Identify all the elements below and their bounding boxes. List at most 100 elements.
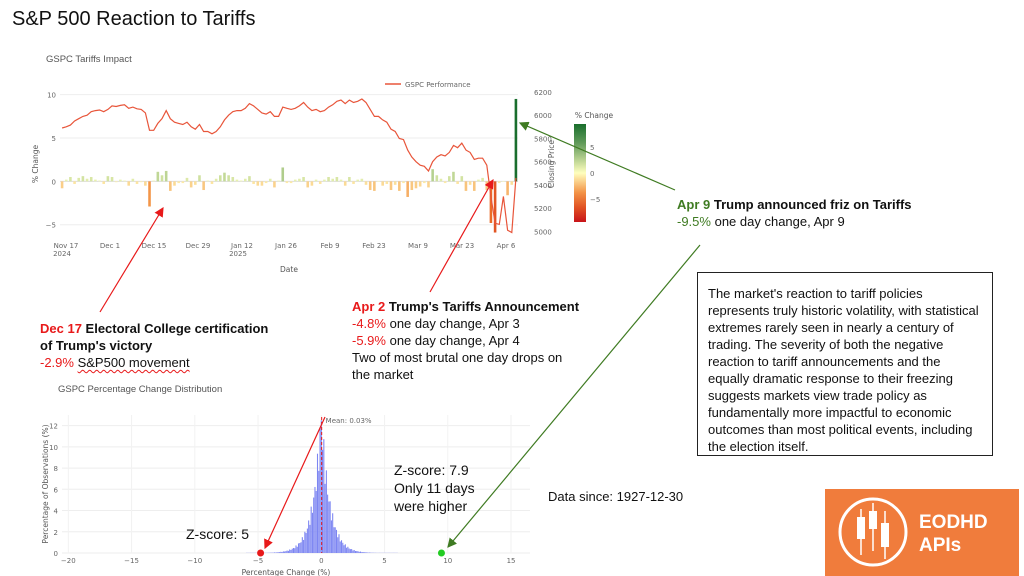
- dist-x-tick: 15: [507, 557, 516, 565]
- dist-bar: [357, 551, 359, 553]
- dist-x-tick: 5: [382, 557, 386, 565]
- dist-x-tick: −10: [187, 557, 202, 565]
- impact-bar: [485, 181, 489, 191]
- dist-bar: [340, 540, 343, 553]
- impact-bar: [418, 181, 422, 187]
- eodhd-logo: EODHD APIs: [825, 489, 1019, 576]
- dist-y-tick: 4: [54, 508, 59, 516]
- impact-bar: [277, 180, 280, 182]
- dist-bar: [286, 550, 288, 553]
- dist-bar: [365, 552, 367, 553]
- dist-bar: [296, 546, 298, 553]
- dist-bar: [294, 548, 296, 553]
- dist-bar: [311, 512, 313, 553]
- impact-bar: [219, 175, 222, 182]
- dist-y-tick: 6: [54, 486, 59, 494]
- impact-bar: [206, 180, 210, 182]
- impact-bar: [298, 178, 301, 182]
- dist-bar: [273, 552, 276, 553]
- dist-bar: [284, 551, 286, 553]
- dist-bar: [363, 552, 365, 553]
- impact-bar: [389, 181, 393, 191]
- impact-bar: [310, 181, 314, 186]
- impact-bar: [185, 177, 189, 182]
- impact-bar: [414, 181, 418, 189]
- impact-bar: [102, 181, 106, 184]
- dist-y-axis-title: Percentage of Observations (%): [41, 424, 50, 543]
- impact-bar: [443, 181, 447, 184]
- dist-y-tick: 10: [49, 444, 58, 452]
- impact-x-tick-year: 2025: [229, 250, 247, 258]
- dist-bar: [306, 528, 308, 553]
- apr2-note-2: the market: [352, 367, 414, 382]
- impact-x-tick-year: 2024: [53, 250, 71, 258]
- apr2-title: Trump's Tariffs Announcement: [388, 299, 580, 314]
- impact-bar: [127, 181, 130, 186]
- impact-bar: [227, 175, 230, 182]
- impact-bar: [131, 178, 135, 182]
- impact-x-tick: Nov 17: [54, 242, 79, 250]
- impact-bar: [356, 179, 359, 182]
- impact-bar: [406, 181, 409, 197]
- dist-bar: [349, 549, 351, 553]
- apr2-note-1: Two of most brutal one day drops on: [352, 350, 563, 365]
- impact-bar: [60, 181, 64, 189]
- impact-bar: [402, 181, 405, 184]
- impact-x-tick: Feb 23: [362, 242, 386, 250]
- legend-label: GSPC Performance: [405, 81, 471, 89]
- impact-chart-title: GSPC Tariffs Impact: [46, 54, 132, 65]
- impact-bar: [302, 177, 305, 182]
- logo-emblem-icon: [838, 497, 908, 567]
- impact-bar: [410, 181, 414, 191]
- impact-bar: [427, 181, 430, 188]
- impact-bar: [214, 178, 218, 182]
- impact-bar: [264, 181, 268, 184]
- dist-bar: [281, 552, 283, 553]
- impact-bar: [502, 181, 505, 182]
- dist-bar: [329, 501, 331, 553]
- impact-bar: [306, 181, 310, 188]
- impact-bar: [110, 177, 114, 182]
- dist-bar: [295, 545, 297, 553]
- dist-bar: [354, 551, 356, 553]
- dist-bar: [277, 552, 279, 553]
- dist-x-tick: 0: [319, 557, 323, 565]
- impact-bar: [256, 181, 260, 186]
- colorbar-tick: −5: [590, 196, 600, 204]
- colorbar: [574, 124, 586, 222]
- dist-bar: [334, 527, 336, 553]
- dist-bar: [352, 550, 354, 553]
- dist-bar: [346, 547, 348, 553]
- impact-bar: [335, 177, 339, 182]
- impact-bar: [64, 179, 68, 182]
- dist-bar: [324, 483, 326, 553]
- impact-x-tick: Apr 6: [497, 242, 516, 250]
- dist-bar: [289, 549, 291, 553]
- impact-y2-tick: 6200: [534, 89, 552, 97]
- impact-bar: [73, 181, 76, 184]
- impact-bar: [77, 177, 81, 182]
- impact-bar: [194, 181, 197, 185]
- impact-bar: [456, 181, 459, 184]
- apr2-t2: one day change, Apr 4: [389, 333, 520, 348]
- apr9-value: -9.5%: [677, 214, 711, 229]
- impact-bar: [497, 181, 501, 184]
- dist-bar: [282, 551, 284, 553]
- dist-y-tick: 2: [54, 529, 58, 537]
- impact-bar: [202, 181, 205, 191]
- annotation-apr9: Apr 9 Trump announced friz on Tariffs -9…: [677, 196, 977, 230]
- dist-bar: [292, 548, 295, 553]
- dist-bar: [319, 428, 321, 553]
- dist-bar: [308, 520, 310, 553]
- impact-bar: [160, 175, 164, 182]
- impact-bar: [152, 180, 155, 182]
- dist-bar: [316, 453, 319, 553]
- impact-bar: [148, 181, 151, 207]
- impact-x-tick: Mar 23: [450, 242, 474, 250]
- zscore-7-9-label: Z-score: 7.9 Only 11 days were higher: [394, 461, 475, 515]
- summary-box: The market's reaction to tariff policies…: [697, 272, 993, 456]
- impact-bar: [318, 181, 322, 184]
- impact-bar: [398, 181, 401, 191]
- impact-bar: [210, 181, 214, 184]
- dist-bar: [330, 520, 332, 553]
